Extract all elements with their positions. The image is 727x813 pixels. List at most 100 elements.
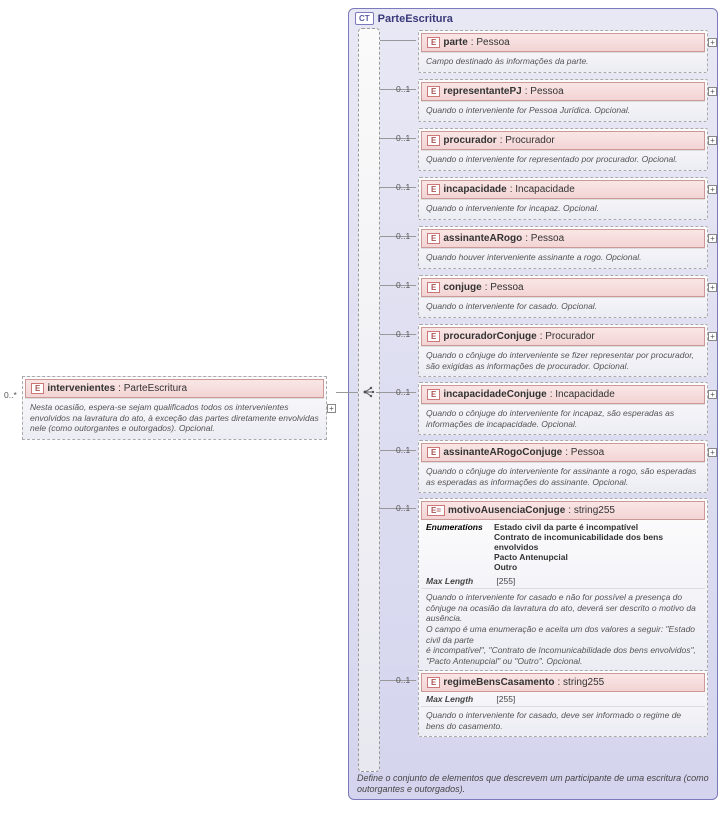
element-desc: Quando o interveniente for incapaz. Opci… (421, 199, 705, 217)
element-header: Eprocurador : Procurador (421, 131, 705, 150)
element-card: EprocuradorConjuge : ProcuradorQuando o … (418, 324, 708, 377)
multiplicity: 0..1 (396, 280, 410, 290)
enumerations-row: EnumerationsEstado civil da parte é inco… (421, 520, 705, 574)
element-header: Eincapacidade : Incapacidade (421, 180, 705, 199)
element-name: procurador (443, 135, 496, 146)
e-badge-icon: E (427, 233, 440, 244)
element-type: : Incapacidade (550, 389, 615, 400)
element-header: EincapacidadeConjuge : Incapacidade (421, 385, 705, 404)
expand-icon[interactable]: + (708, 448, 717, 457)
root-header: E intervenientes : ParteEscritura (25, 379, 324, 398)
sequence-icon (362, 385, 376, 399)
element-desc: Quando o interveniente for Pessoa Jurídi… (421, 101, 705, 119)
e-badge-icon: E (31, 383, 44, 394)
ct-footer: Define o conjunto de elementos que descr… (357, 773, 709, 796)
connector (380, 40, 416, 41)
root-mult: 0..* (4, 390, 17, 400)
e-badge-icon: E (427, 86, 440, 97)
element-name: assinanteARogoConjuge (443, 447, 562, 458)
element-name: representantePJ (443, 86, 521, 97)
element-header: ErepresentantePJ : Pessoa (421, 82, 705, 101)
multiplicity: 0..1 (396, 675, 410, 685)
root-type: : ParteEscritura (118, 383, 187, 394)
element-name: regimeBensCasamento (443, 677, 554, 688)
expand-icon[interactable]: + (327, 404, 336, 413)
multiplicity: 0..1 (396, 503, 410, 513)
element-type: : Procurador (500, 135, 555, 146)
element-desc: Campo destinado às informações da parte. (421, 52, 705, 70)
element-type: : Pessoa (525, 233, 564, 244)
element-type: : string255 (558, 677, 605, 688)
connector (336, 392, 358, 393)
e-badge-icon: E (427, 184, 440, 195)
expand-icon[interactable]: + (708, 38, 717, 47)
element-card: EassinanteARogoConjuge : PessoaQuando o … (418, 440, 708, 493)
element-type: : Pessoa (525, 86, 564, 97)
e-badge-icon: E (427, 447, 440, 458)
element-name: incapacidadeConjuge (443, 389, 546, 400)
e-badge-icon: E (427, 37, 440, 48)
multiplicity: 0..1 (396, 182, 410, 192)
multiplicity: 0..1 (396, 329, 410, 339)
maxlength-row: Max Length [255] (421, 574, 705, 588)
element-header: E=motivoAusenciaConjuge : string255 (421, 501, 705, 520)
e-badge-icon: E (427, 389, 440, 400)
root-desc: Nesta ocasião, espera-se sejam qualifica… (25, 398, 324, 437)
element-name: motivoAusenciaConjuge (448, 505, 565, 516)
element-header: Econjuge : Pessoa (421, 278, 705, 297)
ct-header: CT ParteEscritura (349, 9, 717, 28)
element-header: EassinanteARogoConjuge : Pessoa (421, 443, 705, 462)
element-type: : Pessoa (565, 447, 604, 458)
element-header: Eparte : Pessoa (421, 33, 705, 52)
expand-icon[interactable]: + (708, 283, 717, 292)
element-header: EprocuradorConjuge : Procurador (421, 327, 705, 346)
multiplicity: 0..1 (396, 84, 410, 94)
expand-icon[interactable]: + (708, 234, 717, 243)
element-type: : Procurador (540, 331, 595, 342)
expand-icon[interactable]: + (708, 185, 717, 194)
element-desc: Quando o interveniente for representado … (421, 150, 705, 168)
ct-title: ParteEscritura (378, 13, 453, 25)
element-header: EassinanteARogo : Pessoa (421, 229, 705, 248)
e-badge-icon: E (427, 331, 440, 342)
element-header: EregimeBensCasamento : string255 (421, 673, 705, 692)
expand-icon[interactable]: + (708, 332, 717, 341)
element-card: ErepresentantePJ : PessoaQuando o interv… (418, 79, 708, 122)
element-type: : Pessoa (485, 282, 524, 293)
multiplicity: 0..1 (396, 445, 410, 455)
element-name: assinanteARogo (443, 233, 522, 244)
element-card: E=motivoAusenciaConjuge : string255Enume… (418, 498, 708, 672)
multiplicity: 0..1 (396, 231, 410, 241)
element-type: : Pessoa (471, 37, 510, 48)
element-name: incapacidade (443, 184, 506, 195)
multiplicity: 0..1 (396, 133, 410, 143)
element-card: EincapacidadeConjuge : IncapacidadeQuand… (418, 382, 708, 435)
e-badge-icon: E (427, 677, 440, 688)
element-name: parte (443, 37, 467, 48)
element-type: : string255 (568, 505, 615, 516)
root-element: E intervenientes : ParteEscritura Nesta … (22, 376, 327, 440)
multiplicity: 0..1 (396, 387, 410, 397)
e-badge-icon: E= (427, 505, 445, 516)
element-name: conjuge (443, 282, 481, 293)
e-badge-icon: E (427, 135, 440, 146)
expand-icon[interactable]: + (708, 390, 717, 399)
element-desc: Quando o cônjuge do interveniente se fiz… (421, 346, 705, 374)
element-desc: Quando o cônjuge do interveniente for as… (421, 462, 705, 490)
element-card: Econjuge : PessoaQuando o interveniente … (418, 275, 708, 318)
element-desc: Quando o interveniente for casado e não … (421, 588, 705, 669)
element-desc: Quando o interveniente for casado. Opcio… (421, 297, 705, 315)
e-badge-icon: E (427, 282, 440, 293)
maxlength-row: Max Length [255] (421, 692, 705, 706)
element-card: Eincapacidade : IncapacidadeQuando o int… (418, 177, 708, 220)
expand-icon[interactable]: + (708, 136, 717, 145)
expand-icon[interactable]: + (708, 87, 717, 96)
element-desc: Quando o interveniente for casado, deve … (421, 706, 705, 734)
element-card: Eparte : PessoaCampo destinado às inform… (418, 30, 708, 73)
element-type: : Incapacidade (510, 184, 575, 195)
element-desc: Quando o cônjuge do interveniente for in… (421, 404, 705, 432)
sequence-bar (358, 28, 380, 772)
element-desc: Quando houver interveniente assinante a … (421, 248, 705, 266)
ct-badge: CT (355, 12, 374, 25)
element-name: procuradorConjuge (443, 331, 536, 342)
